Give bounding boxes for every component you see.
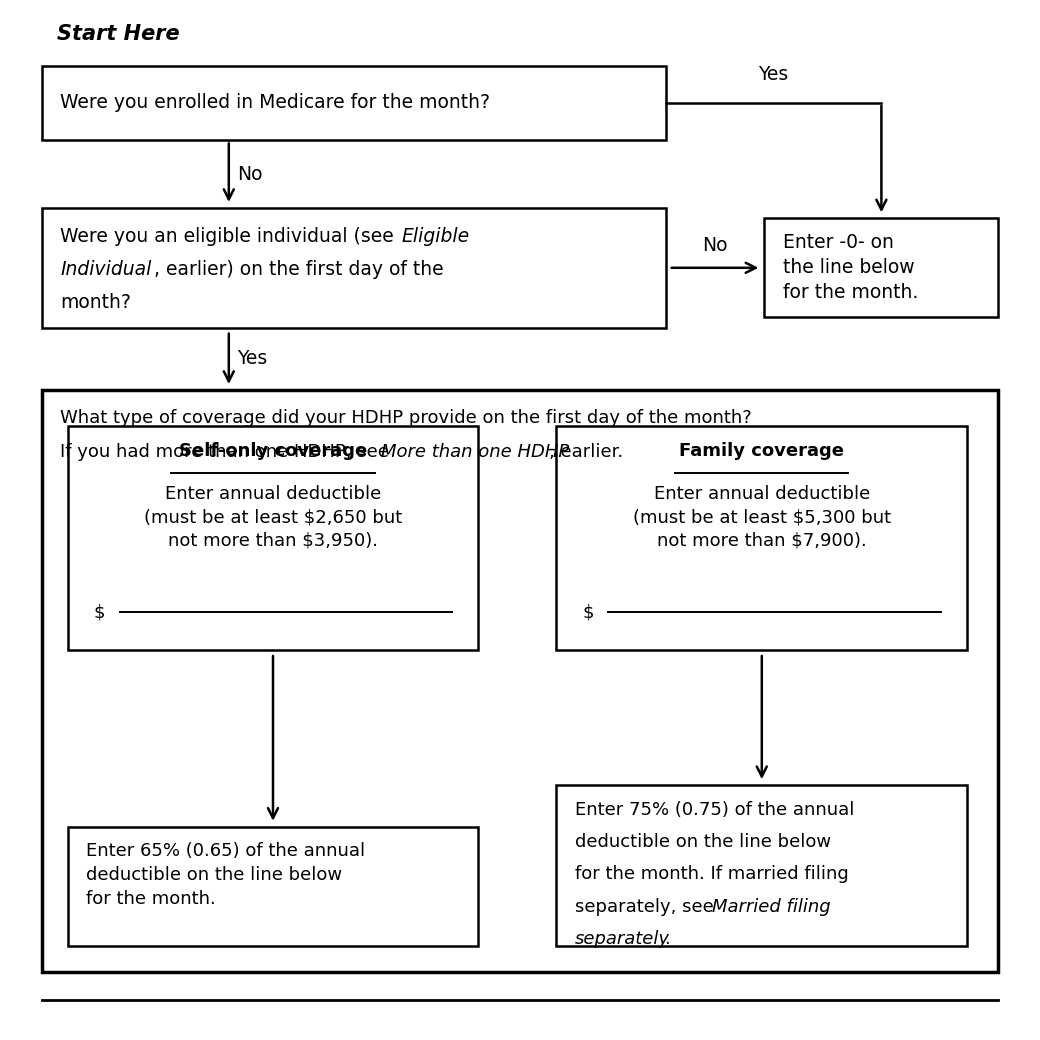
Text: Start Here: Start Here xyxy=(57,24,180,44)
Text: Enter annual deductible
(must be at least $5,300 but
not more than $7,900).: Enter annual deductible (must be at leas… xyxy=(632,485,891,550)
Text: Were you an eligible individual (see: Were you an eligible individual (see xyxy=(60,227,400,245)
Text: .: . xyxy=(665,930,671,947)
Text: Married filing: Married filing xyxy=(712,898,831,915)
Text: separately: separately xyxy=(575,930,670,947)
Text: separately, see: separately, see xyxy=(575,898,720,915)
Text: Enter annual deductible
(must be at least $2,650 but
not more than $3,950).: Enter annual deductible (must be at leas… xyxy=(144,485,402,550)
Bar xyxy=(556,426,967,650)
Text: , earlier.: , earlier. xyxy=(549,443,623,461)
Text: More than one HDHP: More than one HDHP xyxy=(381,443,569,461)
Text: Enter 75% (0.75) of the annual: Enter 75% (0.75) of the annual xyxy=(575,801,855,818)
Bar xyxy=(68,426,478,650)
Text: , earlier) on the first day of the: , earlier) on the first day of the xyxy=(154,260,443,279)
Text: No: No xyxy=(702,236,728,256)
Text: deductible on the line below: deductible on the line below xyxy=(575,833,831,851)
Bar xyxy=(42,208,666,328)
Bar xyxy=(68,827,478,946)
Text: Were you enrolled in Medicare for the month?: Were you enrolled in Medicare for the mo… xyxy=(60,94,490,112)
Text: $: $ xyxy=(94,603,105,621)
Text: Eligible: Eligible xyxy=(401,227,470,245)
Text: month?: month? xyxy=(60,293,131,312)
Bar xyxy=(42,66,666,140)
Text: for the month. If married filing: for the month. If married filing xyxy=(575,865,849,883)
Bar xyxy=(556,785,967,946)
Text: Enter 65% (0.65) of the annual
deductible on the line below
for the month.: Enter 65% (0.65) of the annual deductibl… xyxy=(86,842,365,908)
Text: Yes: Yes xyxy=(237,349,267,368)
Text: If you had more than one HDHP, see: If you had more than one HDHP, see xyxy=(60,443,395,461)
Text: What type of coverage did your HDHP provide on the first day of the month?: What type of coverage did your HDHP prov… xyxy=(60,409,752,426)
Text: Enter -0- on
the line below
for the month.: Enter -0- on the line below for the mont… xyxy=(783,233,918,303)
Text: Family coverage: Family coverage xyxy=(679,442,844,460)
Text: $: $ xyxy=(582,603,594,621)
Text: No: No xyxy=(237,164,263,184)
Text: Self-only coverage: Self-only coverage xyxy=(179,442,367,460)
Text: Yes: Yes xyxy=(758,66,788,84)
Bar xyxy=(42,390,998,972)
Text: Individual: Individual xyxy=(60,260,152,279)
Bar xyxy=(764,218,998,317)
